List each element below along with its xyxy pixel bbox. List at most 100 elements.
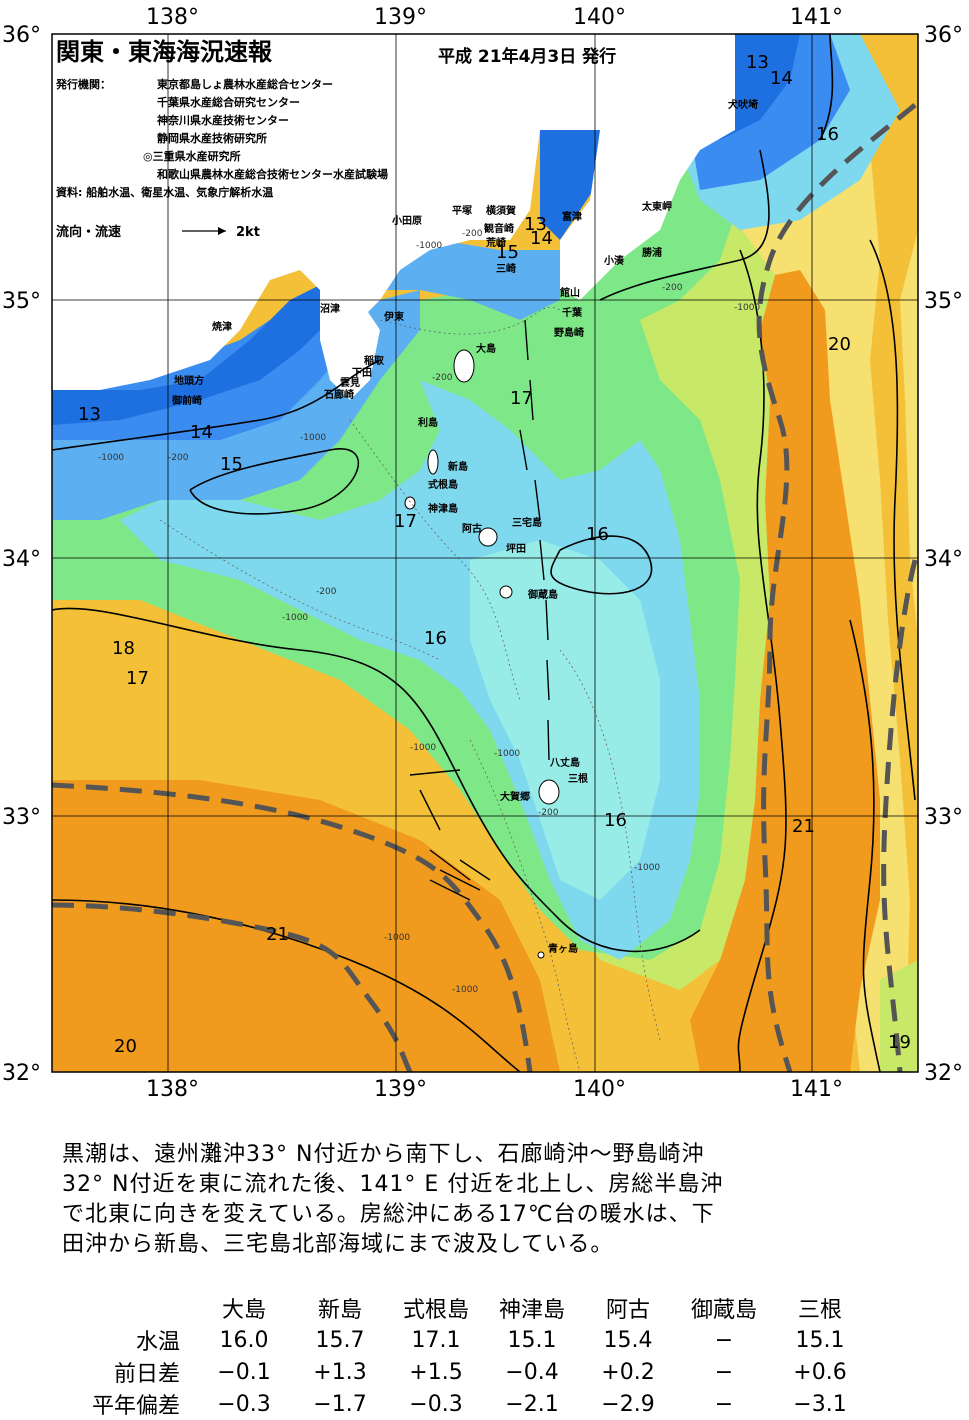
iso-label: 21 xyxy=(792,816,815,837)
iso-label: 15 xyxy=(496,242,519,263)
place-katsuura: 勝浦 xyxy=(642,246,662,259)
place-mitsune: 三根 xyxy=(568,772,588,785)
depth-label: -1000 xyxy=(300,433,326,443)
lat-tick-left-36: 36° xyxy=(2,23,41,48)
place-odawara: 小田原 xyxy=(391,214,422,227)
place-jitogata: 地頭方 xyxy=(174,374,204,387)
land-izu xyxy=(320,290,380,400)
iso-label: 16 xyxy=(816,124,839,145)
lat-tick-right-35: 35° xyxy=(924,289,963,314)
depth-label: -1000 xyxy=(282,613,308,623)
comment-line: 32° N付近を東に流れた後、141° E 付近を北上し、房総半島沖 xyxy=(62,1172,724,1197)
place-tateyama: 館山 xyxy=(559,286,580,299)
island-miyakejima xyxy=(478,527,498,547)
table-row: 平年偏差 −0.3 −1.7 −0.3 −2.1 −2.9 − −3.1 xyxy=(40,1388,868,1420)
zone-16b xyxy=(470,540,660,900)
lat-tick-right-32: 32° xyxy=(924,1061,963,1086)
depth-label: -1000 xyxy=(384,933,410,943)
iso-label: 18 xyxy=(112,638,135,659)
zone-19-se xyxy=(880,960,918,1072)
iso-label: 17 xyxy=(394,511,417,532)
comment-line: で北東に向きを変えている。房総沖にある17℃台の暖水は、下 xyxy=(62,1202,715,1227)
island-oshima xyxy=(453,349,475,383)
depth-label: -200 xyxy=(168,453,189,463)
map-title: 関東・東海海況速報 xyxy=(56,38,273,66)
col-header: 大島 xyxy=(221,1298,266,1323)
place-kozushima: 神津島 xyxy=(428,502,458,515)
iso-label: 13 xyxy=(78,404,101,425)
temperature-fill xyxy=(52,34,918,1072)
iso-label: 14 xyxy=(530,228,553,249)
data-source: 資料: 船舶水温、衛星水温、気象庁解析水温 xyxy=(56,185,273,199)
land-boso xyxy=(430,34,735,300)
depth-label: -1000 xyxy=(494,749,520,759)
lat-tick-right-33: 33° xyxy=(924,805,963,830)
table-corner xyxy=(40,1292,196,1324)
issuer-1: 東京都島しょ農林水産総合センター xyxy=(157,77,333,91)
island-aogashima xyxy=(537,951,545,959)
issuer-5: ◎三重県水産研究所 xyxy=(143,149,241,163)
lon-tick-bottom-140: 140° xyxy=(573,1077,626,1100)
iso-label: 14 xyxy=(190,422,213,443)
iso-label: 14 xyxy=(770,68,793,89)
table-cell: −2.1 xyxy=(505,1391,559,1417)
col-header: 新島 xyxy=(317,1298,362,1323)
place-arasaki: 荒崎 xyxy=(485,236,506,249)
table-cell: − xyxy=(714,1359,734,1385)
depth-label: -200 xyxy=(316,587,337,597)
current-legend-arrowhead xyxy=(218,227,226,235)
iso-label: 13 xyxy=(746,52,769,73)
table-cell: +1.5 xyxy=(409,1359,463,1385)
depth-label: -1000 xyxy=(98,453,124,463)
table-cell: − xyxy=(714,1327,734,1353)
table-cell: −0.3 xyxy=(217,1391,271,1417)
map-frame xyxy=(51,33,919,1073)
lat-tick-left-35: 35° xyxy=(2,289,41,314)
iso-label: 20 xyxy=(828,334,851,355)
depth-labels: -1000 -200 -200 -1000 -200 -200 -1000 -1… xyxy=(98,229,760,995)
place-yaizu: 焼津 xyxy=(212,320,232,333)
comment-line: 田沖から新島、三宅島北部海域にまで波及している。 xyxy=(62,1232,614,1257)
row-header: 水温 xyxy=(135,1330,180,1355)
place-labels: 犬吠埼 太東岬 勝浦 小湊 富津 横須賀 観音崎 荒崎 三崎 館山 千葉 野島崎… xyxy=(171,98,758,955)
table-cell: −2.9 xyxy=(601,1391,655,1417)
issuer-4: 静岡県水産技術研究所 xyxy=(157,131,267,145)
row-header: 平年偏差 xyxy=(91,1394,180,1419)
lon-tick-bottom-138: 138° xyxy=(146,1077,199,1100)
table-cell: +1.3 xyxy=(313,1359,367,1385)
row-header: 前日差 xyxy=(113,1362,180,1387)
kuroshio-axis xyxy=(52,103,918,1072)
table-cell: −1.7 xyxy=(313,1391,367,1417)
place-numazu: 沼津 xyxy=(320,302,340,315)
place-mikurajima: 御蔵島 xyxy=(527,588,558,601)
col-header: 神津島 xyxy=(498,1298,565,1323)
iso-label: 17 xyxy=(126,668,149,689)
iso-label: 19 xyxy=(888,1032,911,1053)
iso-label: 16 xyxy=(586,524,609,545)
table-cell: −0.1 xyxy=(217,1359,271,1385)
place-hiratsuka: 平塚 xyxy=(452,204,472,217)
graticule xyxy=(52,34,918,1072)
island-temperature-table: 大島 新島 式根島 神津島 阿古 御蔵島 三根 水温 16.0 15.7 17.… xyxy=(40,1292,868,1420)
depth-label: -1000 xyxy=(634,863,660,873)
table-row: 水温 16.0 15.7 17.1 15.1 15.4 − 15.1 xyxy=(40,1324,868,1356)
place-omaezaki: 御前崎 xyxy=(171,394,202,407)
depth-label: -1000 xyxy=(452,985,478,995)
lat-tick-left-32: 32° xyxy=(2,1061,41,1086)
iso-label: 13 xyxy=(524,214,547,235)
island-hachijojima xyxy=(538,779,560,805)
lat-tick-right-34: 34° xyxy=(924,547,963,572)
depth-label: -200 xyxy=(432,373,453,383)
table-cell: 15.1 xyxy=(507,1327,557,1353)
place-misaki: 三崎 xyxy=(496,262,516,275)
table-row: 前日差 −0.1 +1.3 +1.5 −0.4 +0.2 − +0.6 xyxy=(40,1356,868,1388)
place-nojimazaki: 野島崎 xyxy=(554,326,584,339)
lon-tick-top-140: 140° xyxy=(573,5,626,30)
lon-tick-top-139: 139° xyxy=(374,5,427,30)
table-cell: +0.2 xyxy=(601,1359,655,1385)
place-kumomi: 雲見 xyxy=(340,377,360,389)
table-cell: 15.1 xyxy=(795,1327,845,1353)
island-kozushima xyxy=(404,496,416,510)
isotherms xyxy=(52,34,916,1072)
iso-label: 16 xyxy=(604,810,627,831)
